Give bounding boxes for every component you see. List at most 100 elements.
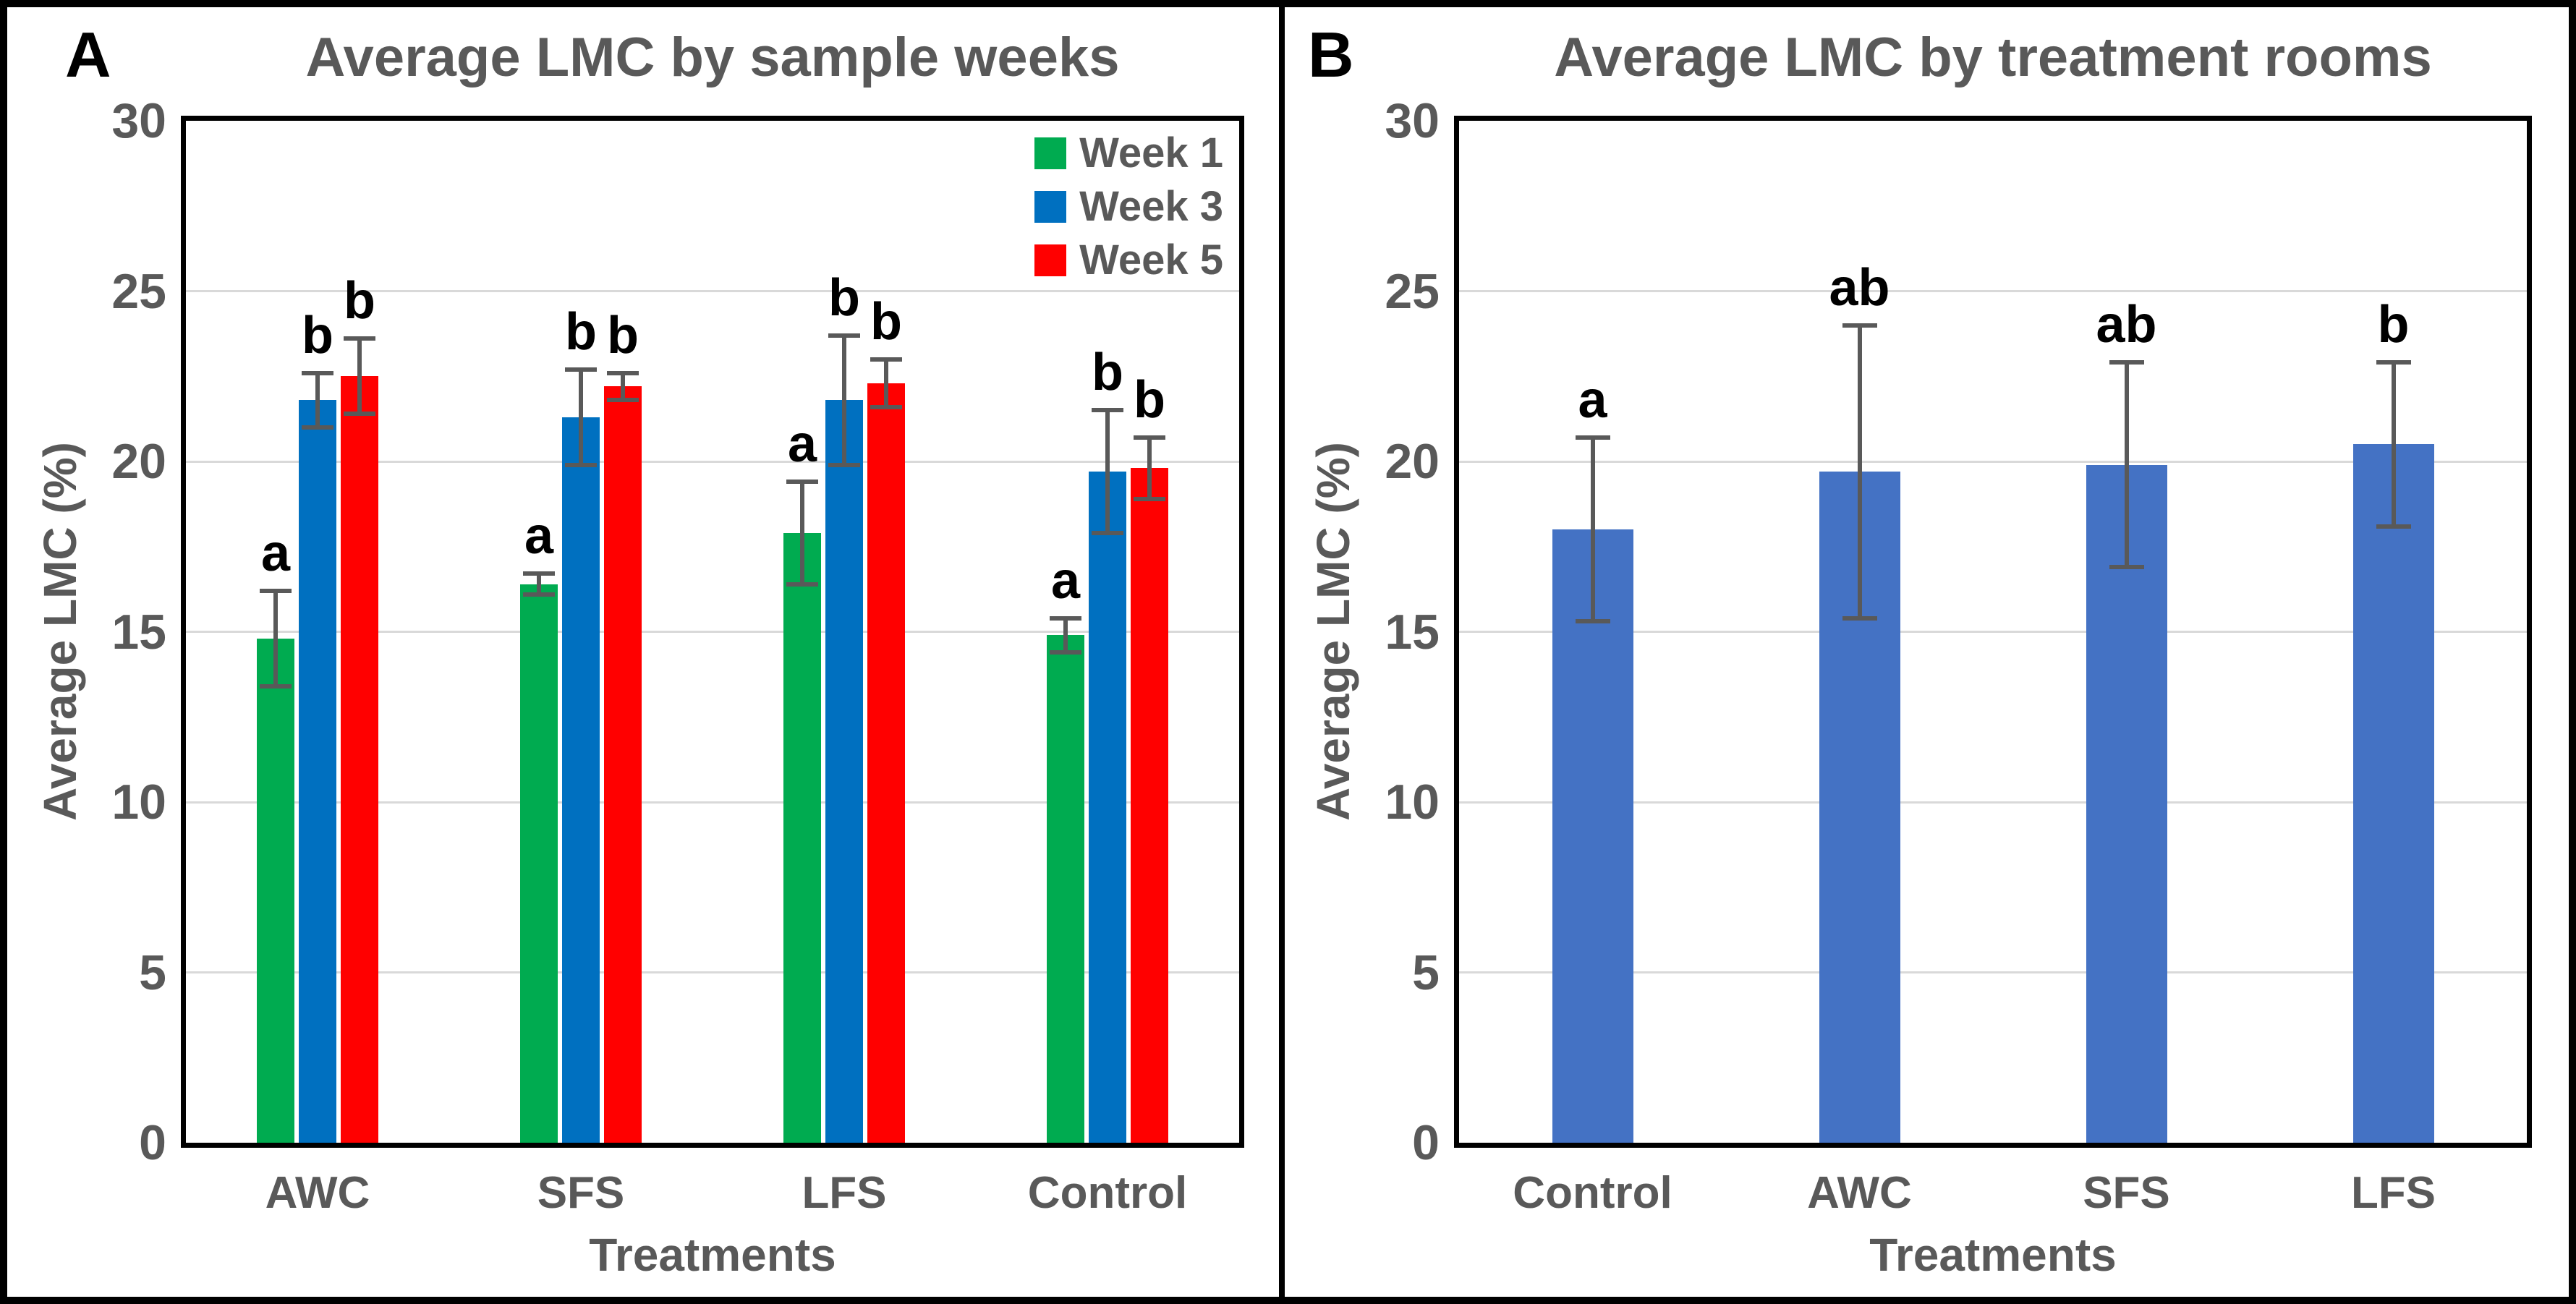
error-bar [1147, 438, 1152, 499]
error-bar-cap [1050, 615, 1081, 621]
error-bar-cap [523, 571, 555, 576]
x-tick-label: Control [1027, 1168, 1188, 1218]
x-tick-label: AWC [1807, 1168, 1912, 1218]
y-tick-label: 25 [111, 263, 166, 319]
x-tick-label: SFS [2083, 1168, 2170, 1218]
gridline [1459, 290, 2527, 292]
panel-b-plot-area: a ab ab b [1454, 116, 2532, 1148]
error-bar-cap [786, 480, 818, 485]
error-bar-cap [2109, 565, 2144, 570]
x-tick-label: AWC [265, 1168, 370, 1218]
error-bar-cap [260, 683, 292, 689]
bar [1552, 529, 1633, 1143]
significance-letter: b [1134, 371, 1165, 430]
y-tick-label: 5 [139, 945, 166, 1000]
panel-b-title: Average LMC by treatment rooms [1554, 27, 2432, 88]
error-bar-cap [607, 398, 639, 403]
panel-a-x-axis-label: Treatments [589, 1229, 836, 1281]
error-bar [273, 591, 278, 686]
error-bar-cap [302, 425, 333, 430]
significance-letter: a [1578, 371, 1607, 430]
legend-label: Week 5 [1079, 236, 1223, 284]
x-tick-label: Control [1513, 1168, 1672, 1218]
error-bar-cap [565, 367, 597, 372]
legend-item: Week 5 [1034, 239, 1223, 281]
x-tick-label: SFS [537, 1168, 625, 1218]
error-bar [800, 482, 804, 584]
y-tick-label: 0 [139, 1115, 166, 1170]
panel-b-label: B [1308, 19, 1354, 90]
y-tick-label: 30 [1385, 93, 1440, 148]
error-bar-cap [1134, 435, 1165, 440]
error-bar [1590, 438, 1595, 622]
error-bar-cap [344, 336, 375, 341]
error-bar [357, 338, 362, 414]
legend-label: Week 3 [1079, 183, 1223, 230]
error-bar-cap [1050, 649, 1081, 655]
bar [562, 417, 600, 1143]
gridline [186, 801, 1239, 804]
panel-a-plot-area: a b b a b b a b b a b b Week 1 Week 3 Week 5 [181, 116, 1244, 1148]
significance-letter: b [607, 306, 639, 365]
error-bar [1857, 325, 1862, 618]
error-bar [1063, 618, 1068, 652]
significance-letter: b [1092, 344, 1123, 402]
significance-letter: ab [2096, 296, 2157, 354]
y-tick-label: 0 [1412, 1115, 1440, 1170]
significance-letter: b [2377, 296, 2410, 354]
y-tick-label: 25 [1385, 263, 1440, 319]
x-tick-label: LFS [2350, 1168, 2436, 1218]
legend-swatch [1034, 137, 1067, 169]
panel-a-label: A [65, 19, 111, 90]
error-bar-cap [260, 588, 292, 593]
legend-item: Week 1 [1034, 132, 1223, 174]
bar [341, 376, 378, 1143]
bar [825, 400, 863, 1143]
error-bar [2391, 362, 2396, 527]
error-bar-cap [870, 404, 902, 409]
legend-swatch [1034, 191, 1067, 223]
bar [1131, 468, 1168, 1143]
error-bar-cap [1092, 408, 1123, 413]
legend-swatch [1034, 244, 1067, 276]
error-bar [315, 372, 320, 427]
error-bar-cap [344, 412, 375, 417]
y-tick-label: 10 [1385, 775, 1440, 830]
significance-letter: a [1050, 551, 1081, 610]
bar [520, 584, 558, 1143]
x-tick-label: LFS [802, 1168, 887, 1218]
significance-letter: b [828, 268, 860, 327]
bar [299, 400, 336, 1143]
bar [2086, 464, 2167, 1143]
error-bar-cap [2376, 524, 2411, 529]
bar [604, 386, 642, 1143]
error-bar [621, 372, 625, 401]
error-bar-cap [523, 592, 555, 597]
error-bar [1105, 410, 1110, 533]
legend-label: Week 1 [1079, 129, 1223, 176]
panel-divider [1279, 7, 1285, 1297]
y-tick-label: 15 [1385, 604, 1440, 660]
bar [783, 532, 821, 1143]
error-bar-cap [828, 333, 860, 338]
error-bar [537, 574, 541, 595]
error-bar-cap [2109, 360, 2144, 365]
error-bar-cap [1575, 619, 1610, 624]
significance-letter: b [302, 306, 333, 365]
y-tick-label: 30 [111, 93, 166, 148]
error-bar-cap [1842, 615, 1877, 621]
gridline [186, 971, 1239, 973]
significance-letter: b [344, 272, 375, 331]
significance-letter: a [260, 524, 291, 582]
y-tick-label: 15 [111, 604, 166, 660]
panel-a-title: Average LMC by sample weeks [305, 27, 1120, 88]
bar [1089, 472, 1126, 1143]
significance-letter: ab [1829, 258, 1890, 317]
gridline [1459, 801, 2527, 804]
bar [2352, 444, 2434, 1143]
error-bar-cap [2376, 360, 2411, 365]
y-tick-label: 20 [111, 434, 166, 489]
significance-letter: b [870, 292, 902, 351]
gridline [1459, 460, 2527, 463]
